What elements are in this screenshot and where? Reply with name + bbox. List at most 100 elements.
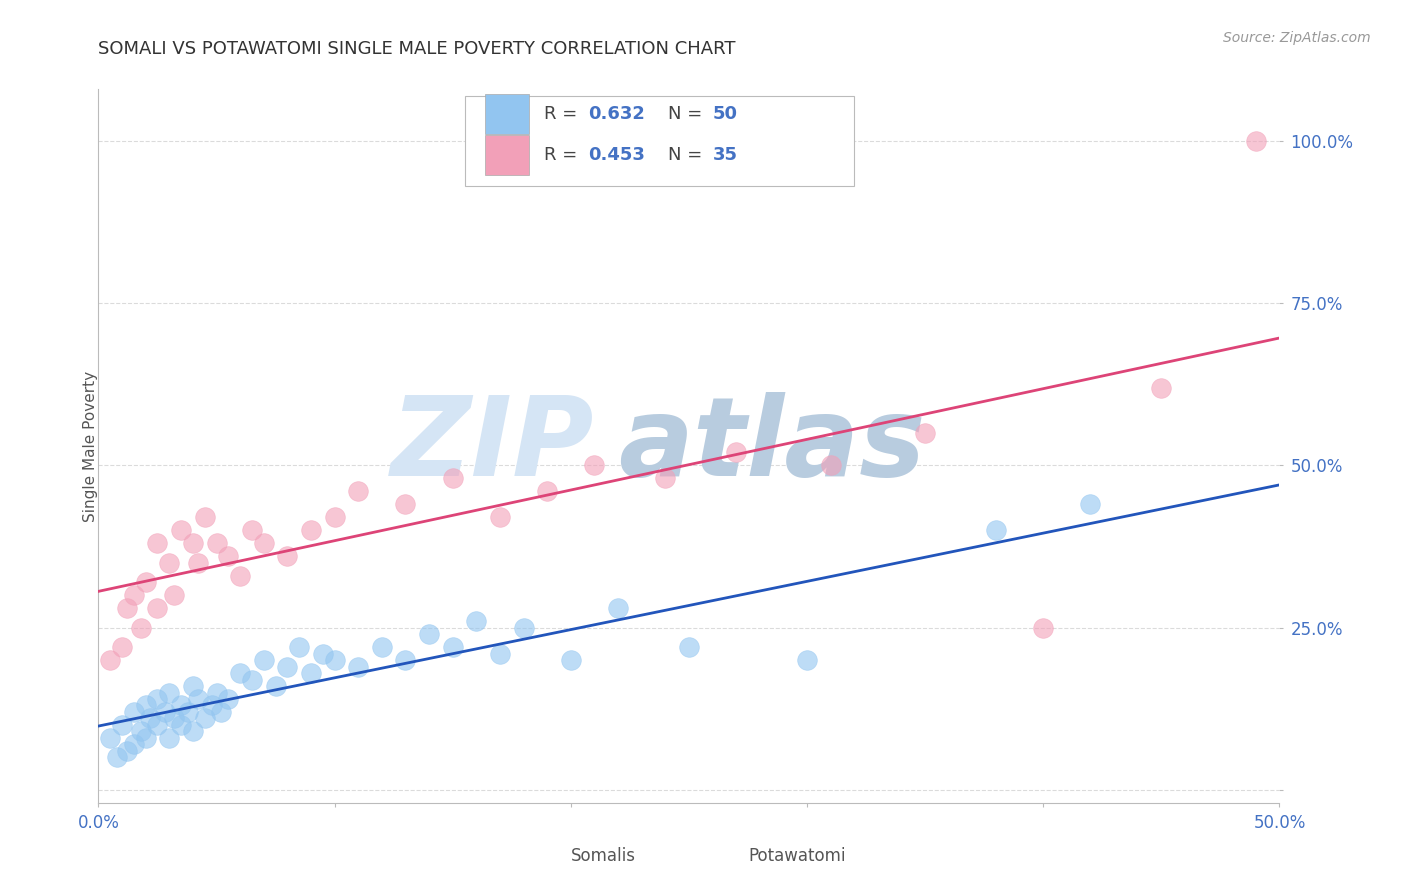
Point <box>157 731 180 745</box>
Point <box>187 556 209 570</box>
Point <box>146 536 169 550</box>
Text: 0.453: 0.453 <box>589 146 645 164</box>
Point <box>181 536 204 550</box>
Point <box>347 484 370 499</box>
Point <box>163 588 186 602</box>
Text: ZIP: ZIP <box>391 392 595 500</box>
Point <box>111 718 134 732</box>
Point <box>139 711 162 725</box>
Point <box>98 731 121 745</box>
Text: R =: R = <box>544 105 582 123</box>
FancyBboxPatch shape <box>464 96 855 186</box>
Text: 35: 35 <box>713 146 738 164</box>
Point <box>253 653 276 667</box>
Point <box>312 647 335 661</box>
Point <box>205 685 228 699</box>
Point <box>1244 134 1267 148</box>
Point <box>441 471 464 485</box>
Point <box>135 698 157 713</box>
Point <box>153 705 176 719</box>
Point <box>135 575 157 590</box>
Point <box>441 640 464 654</box>
Point <box>187 692 209 706</box>
Y-axis label: Single Male Poverty: Single Male Poverty <box>83 370 97 522</box>
Point <box>418 627 440 641</box>
Point <box>288 640 311 654</box>
Point <box>820 458 842 473</box>
Point <box>583 458 606 473</box>
Point <box>1032 621 1054 635</box>
Point <box>209 705 232 719</box>
Point <box>725 445 748 459</box>
Point <box>115 601 138 615</box>
Point <box>240 673 263 687</box>
Point <box>170 718 193 732</box>
Text: 50: 50 <box>713 105 738 123</box>
Point <box>1150 381 1173 395</box>
Point <box>146 601 169 615</box>
Point <box>276 659 298 673</box>
Point <box>914 425 936 440</box>
Point <box>299 666 322 681</box>
FancyBboxPatch shape <box>523 844 561 872</box>
Point <box>465 614 488 628</box>
Point <box>129 724 152 739</box>
Point <box>229 568 252 582</box>
Point <box>129 621 152 635</box>
Point <box>347 659 370 673</box>
Point <box>170 524 193 538</box>
Point <box>122 738 145 752</box>
Point <box>98 653 121 667</box>
Point <box>181 679 204 693</box>
Point <box>111 640 134 654</box>
Point <box>489 647 512 661</box>
Point <box>394 497 416 511</box>
Point <box>181 724 204 739</box>
Point <box>489 510 512 524</box>
Point <box>276 549 298 564</box>
Point <box>177 705 200 719</box>
Point <box>157 556 180 570</box>
Point <box>122 588 145 602</box>
Text: N =: N = <box>668 146 707 164</box>
Point <box>536 484 558 499</box>
Text: Source: ZipAtlas.com: Source: ZipAtlas.com <box>1223 31 1371 45</box>
Point <box>217 692 239 706</box>
Point <box>607 601 630 615</box>
Point <box>135 731 157 745</box>
FancyBboxPatch shape <box>485 95 530 134</box>
Point <box>253 536 276 550</box>
Point <box>163 711 186 725</box>
Point <box>146 718 169 732</box>
Point <box>323 653 346 667</box>
Text: SOMALI VS POTAWATOMI SINGLE MALE POVERTY CORRELATION CHART: SOMALI VS POTAWATOMI SINGLE MALE POVERTY… <box>98 40 735 58</box>
Point <box>240 524 263 538</box>
Text: R =: R = <box>544 146 582 164</box>
Point <box>157 685 180 699</box>
Point <box>194 510 217 524</box>
Point <box>323 510 346 524</box>
Point <box>264 679 287 693</box>
Text: N =: N = <box>668 105 707 123</box>
Point <box>984 524 1007 538</box>
Point <box>299 524 322 538</box>
Point <box>678 640 700 654</box>
Point <box>170 698 193 713</box>
Text: 0.632: 0.632 <box>589 105 645 123</box>
Point <box>205 536 228 550</box>
Point <box>115 744 138 758</box>
Point <box>394 653 416 667</box>
FancyBboxPatch shape <box>700 844 738 872</box>
Point <box>229 666 252 681</box>
Point <box>512 621 534 635</box>
Text: Potawatomi: Potawatomi <box>748 847 845 865</box>
Point <box>654 471 676 485</box>
Point <box>105 750 128 764</box>
Point <box>217 549 239 564</box>
Point <box>560 653 582 667</box>
Point <box>1080 497 1102 511</box>
Point <box>194 711 217 725</box>
Point <box>371 640 394 654</box>
FancyBboxPatch shape <box>485 136 530 175</box>
Point <box>146 692 169 706</box>
